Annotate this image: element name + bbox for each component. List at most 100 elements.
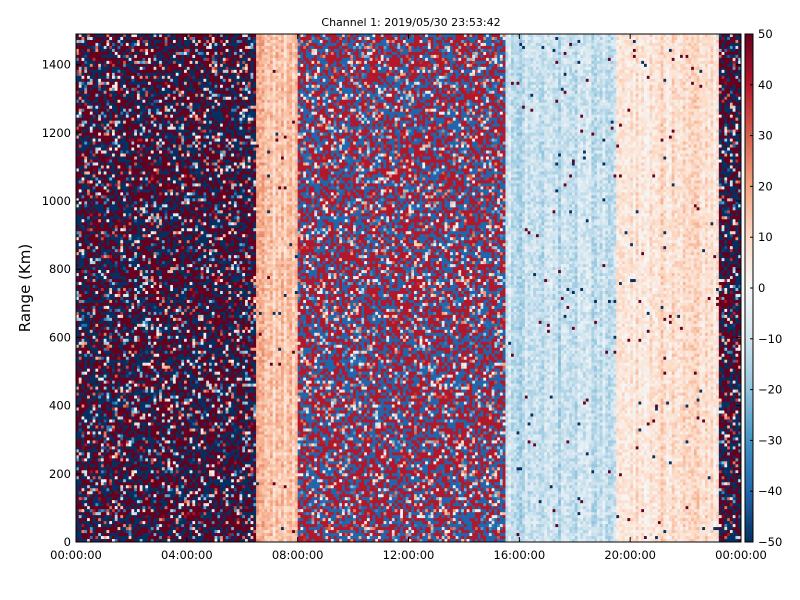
heatmap-cell: [123, 192, 126, 195]
heatmap-cell: [134, 264, 137, 267]
heatmap-cell: [93, 440, 96, 443]
heatmap-cell: [93, 255, 96, 258]
heatmap-cell: [101, 165, 104, 168]
heatmap-cell: [126, 324, 129, 327]
heatmap-cell: [151, 357, 154, 360]
heatmap-cell: [115, 419, 118, 422]
heatmap-cell: [79, 375, 82, 378]
heatmap-cell: [84, 455, 87, 458]
heatmap-cell: [131, 100, 134, 103]
heatmap-cell: [118, 515, 121, 518]
heatmap-cell: [131, 405, 134, 408]
heatmap-cell: [140, 109, 143, 112]
heatmap-cell: [106, 297, 109, 300]
heatmap-cell: [137, 231, 140, 234]
heatmap-cell: [104, 55, 107, 58]
heatmap-cell: [140, 467, 143, 470]
heatmap-cell: [126, 533, 129, 536]
heatmap-cell: [112, 428, 115, 431]
heatmap-cell: [104, 231, 107, 234]
heatmap-cell: [123, 312, 126, 315]
heatmap-cell: [101, 145, 104, 148]
heatmap-cell: [148, 473, 151, 476]
heatmap-cell: [140, 291, 143, 294]
heatmap-cell: [154, 479, 157, 482]
heatmap-cell: [112, 46, 115, 49]
heatmap-cell: [104, 88, 107, 91]
heatmap-cell: [120, 121, 123, 124]
heatmap-cell: [140, 509, 143, 512]
heatmap-cell: [104, 494, 107, 497]
heatmap-cell: [131, 509, 134, 512]
heatmap-cell: [106, 204, 109, 207]
heatmap-cell: [134, 297, 137, 300]
heatmap-cell: [90, 148, 93, 151]
heatmap-cell: [123, 64, 126, 67]
heatmap-cell: [95, 127, 98, 130]
heatmap-cell: [131, 180, 134, 183]
heatmap-cell: [145, 366, 148, 369]
heatmap-cell: [123, 115, 126, 118]
heatmap-cell: [134, 360, 137, 363]
heatmap-cell: [129, 309, 132, 312]
heatmap-cell: [148, 291, 151, 294]
heatmap-cell: [134, 64, 137, 67]
heatmap-cell: [143, 437, 146, 440]
heatmap-cell: [79, 270, 82, 273]
heatmap-cell: [143, 183, 146, 186]
heatmap-cell: [143, 177, 146, 180]
heatmap-cell: [112, 467, 115, 470]
heatmap-cell: [84, 482, 87, 485]
heatmap-cell: [154, 419, 157, 422]
heatmap-cell: [104, 452, 107, 455]
heatmap-cell: [134, 387, 137, 390]
heatmap-cell: [126, 270, 129, 273]
heatmap-cell: [129, 467, 132, 470]
heatmap-cell: [134, 46, 137, 49]
heatmap-cell: [118, 234, 121, 237]
heatmap-cell: [143, 285, 146, 288]
heatmap-cell: [140, 49, 143, 52]
heatmap-cell: [131, 437, 134, 440]
heatmap-cell: [112, 485, 115, 488]
heatmap-cell: [156, 34, 159, 37]
heatmap-cell: [115, 82, 118, 85]
heatmap-cell: [129, 270, 132, 273]
heatmap-cell: [84, 112, 87, 115]
heatmap-cell: [143, 416, 146, 419]
heatmap-cell: [90, 64, 93, 67]
heatmap-cell: [120, 485, 123, 488]
heatmap-cell: [145, 458, 148, 461]
heatmap-cell: [143, 186, 146, 189]
heatmap-cell: [154, 369, 157, 372]
heatmap-cell: [131, 381, 134, 384]
heatmap-cell: [137, 192, 140, 195]
heatmap-cell: [84, 174, 87, 177]
heatmap-cell: [151, 94, 154, 97]
heatmap-cell: [93, 240, 96, 243]
heatmap-cell: [143, 201, 146, 204]
heatmap-cell: [95, 106, 98, 109]
heatmap-cell: [140, 261, 143, 264]
heatmap-cell: [93, 82, 96, 85]
heatmap-cell: [126, 40, 129, 43]
heatmap-cell: [82, 399, 85, 402]
heatmap-cell: [148, 79, 151, 82]
heatmap-cell: [82, 124, 85, 127]
heatmap-cell: [98, 503, 101, 506]
heatmap-cell: [115, 49, 118, 52]
heatmap-cell: [143, 270, 146, 273]
heatmap-cell: [84, 124, 87, 127]
heatmap-cell: [79, 76, 82, 79]
heatmap-cell: [84, 312, 87, 315]
heatmap-cell: [82, 309, 85, 312]
heatmap-cell: [93, 291, 96, 294]
heatmap-cell: [101, 309, 104, 312]
heatmap-cell: [154, 342, 157, 345]
heatmap-cell: [93, 333, 96, 336]
heatmap-cell: [140, 195, 143, 198]
heatmap-cell: [154, 294, 157, 297]
heatmap-cell: [112, 509, 115, 512]
heatmap-cell: [106, 216, 109, 219]
heatmap-cell: [120, 180, 123, 183]
